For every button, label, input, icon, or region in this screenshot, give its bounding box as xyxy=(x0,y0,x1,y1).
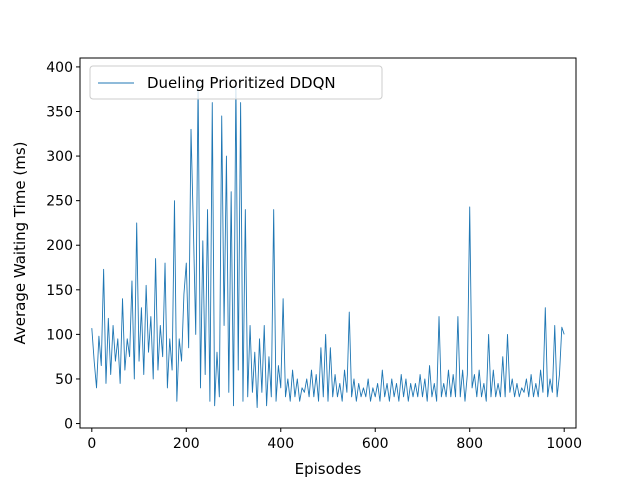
x-axis-ticks: 0 200 400 600 800 1000 xyxy=(87,428,582,452)
y-tick-label: 200 xyxy=(46,238,73,254)
x-tick-label: 200 xyxy=(173,436,200,452)
y-tick-label: 250 xyxy=(46,194,73,210)
x-tick-label: 800 xyxy=(456,436,483,452)
plot-frame xyxy=(79,57,577,429)
x-tick-label: 400 xyxy=(267,436,294,452)
x-tick-label: 0 xyxy=(87,436,96,452)
legend: Dueling Prioritized DDQN xyxy=(89,65,383,100)
x-tick-label: 1000 xyxy=(546,436,582,452)
x-tick-label: 600 xyxy=(362,436,389,452)
y-tick-label: 0 xyxy=(64,417,73,433)
legend-label: Dueling Prioritized DDQN xyxy=(147,74,336,92)
series-line-0 xyxy=(91,79,565,408)
y-tick-label: 50 xyxy=(55,372,73,388)
y-tick-label: 350 xyxy=(46,104,73,120)
y-axis-label: Average Waiting Time (ms) xyxy=(11,141,29,344)
y-axis-ticks: 0 50 100 150 200 250 300 350 400 xyxy=(46,60,80,433)
legend-frame xyxy=(89,65,383,100)
y-tick-label: 150 xyxy=(46,283,73,299)
y-tick-label: 300 xyxy=(46,149,73,165)
y-tick-label: 400 xyxy=(46,60,73,76)
y-tick-label: 100 xyxy=(46,327,73,343)
series-layer xyxy=(91,79,565,408)
x-axis-label: Episodes xyxy=(295,460,362,478)
